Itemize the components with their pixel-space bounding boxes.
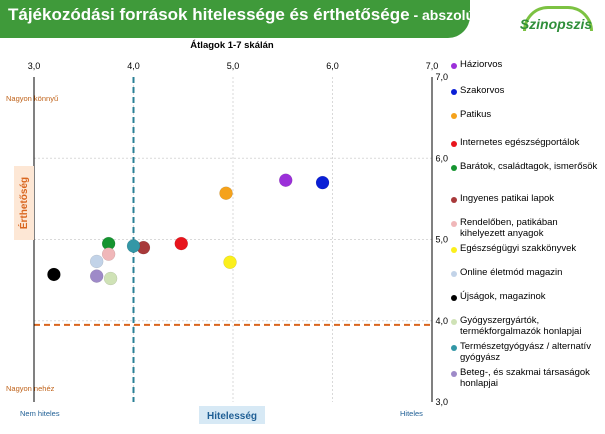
header: Tájékozódási források hitelessége és ért… xyxy=(0,0,605,46)
legend-label: Barátok, családtagok, ismerősök xyxy=(460,161,598,172)
x-tick-label: 3,0 xyxy=(28,61,41,71)
legend-marker xyxy=(451,89,457,95)
legend-marker xyxy=(451,197,457,203)
legend-marker xyxy=(451,247,457,253)
y-tick-label: 4,0 xyxy=(435,316,448,326)
legend-marker xyxy=(451,141,457,147)
corner-label-top-left: Nagyon könnyű xyxy=(6,94,58,103)
legend-label: Szakorvos xyxy=(460,85,505,96)
data-point xyxy=(278,173,293,187)
grid xyxy=(34,77,433,402)
data-point xyxy=(219,186,233,200)
legend-marker xyxy=(451,371,457,377)
x-corner-label-left: Nem hiteles xyxy=(20,409,60,418)
chart-title: Átlagok 1-7 skálán xyxy=(190,40,274,51)
legend-marker xyxy=(451,295,457,301)
data-point xyxy=(223,255,237,269)
data-point xyxy=(89,269,104,283)
legend-label: Online életmód magazin xyxy=(460,267,563,278)
legend-label: Rendelőben, patikában kihelyezett anyago… xyxy=(460,217,558,239)
page-title: Tájékozódási források hitelessége és ért… xyxy=(8,5,479,25)
legend-marker xyxy=(451,319,457,325)
legend-label: Patikus xyxy=(460,109,492,120)
legend-marker xyxy=(451,221,457,227)
tick-labels: 3,0 4,0 5,0 6,0 7,0 3,0 4,0 5,0 6,0 7,0 xyxy=(28,61,448,407)
x-axis-label-box xyxy=(199,406,265,424)
data-point xyxy=(89,254,104,269)
data-point xyxy=(174,236,189,251)
x-tick-label: 7,0 xyxy=(426,61,439,71)
data-point xyxy=(126,239,141,253)
x-tick-label: 5,0 xyxy=(227,61,240,71)
legend-label: Beteg-, és szakmai társaságok honlapjai xyxy=(460,367,590,389)
logo-text: Szinopszis xyxy=(519,16,593,32)
title-subtitle: - abszolút xyxy=(409,7,479,23)
data-point xyxy=(103,271,118,286)
legend-marker xyxy=(451,345,457,351)
legend-label: Újságok, magazinok xyxy=(460,291,546,302)
y-tick-label: 3,0 xyxy=(435,397,448,407)
x-axis-label: Hitelesség xyxy=(207,411,257,422)
legend-label: Egészségügyi szakkönyvek xyxy=(460,243,577,254)
title-bar xyxy=(0,0,470,38)
y-tick-label: 5,0 xyxy=(435,235,448,245)
y-tick-label: 6,0 xyxy=(435,153,448,163)
y-tick-label: 7,0 xyxy=(435,72,448,82)
y-axis-label-box xyxy=(14,166,34,240)
legend-marker xyxy=(451,63,457,69)
data-point xyxy=(315,175,330,190)
title-main: Tájékozódási források hitelessége és ért… xyxy=(8,5,410,24)
legend-label: Internetes egészségportálok xyxy=(460,137,580,148)
legend-label: Háziorvos xyxy=(460,59,503,70)
legend-label: Természetgyógyász / alternatív gyógyász xyxy=(460,341,591,363)
x-corner-label-right: Hiteles xyxy=(400,409,423,418)
legend-marker xyxy=(451,113,457,119)
legend-marker xyxy=(451,165,457,171)
x-tick-label: 6,0 xyxy=(326,61,339,71)
data-point xyxy=(47,267,61,282)
corner-label-bottom-left: Nagyon nehéz xyxy=(6,384,55,393)
legend-label: Ingyenes patikai lapok xyxy=(460,193,555,204)
data-points xyxy=(47,173,330,286)
legend-label: Gyógyszergyártók, termékforgalmazók honl… xyxy=(460,315,582,337)
data-point xyxy=(101,247,116,261)
logo: Szinopszis xyxy=(517,2,595,42)
y-axis-label: Érthetőség xyxy=(17,177,30,229)
legend-marker xyxy=(451,271,457,277)
x-tick-label: 4,0 xyxy=(127,61,140,71)
